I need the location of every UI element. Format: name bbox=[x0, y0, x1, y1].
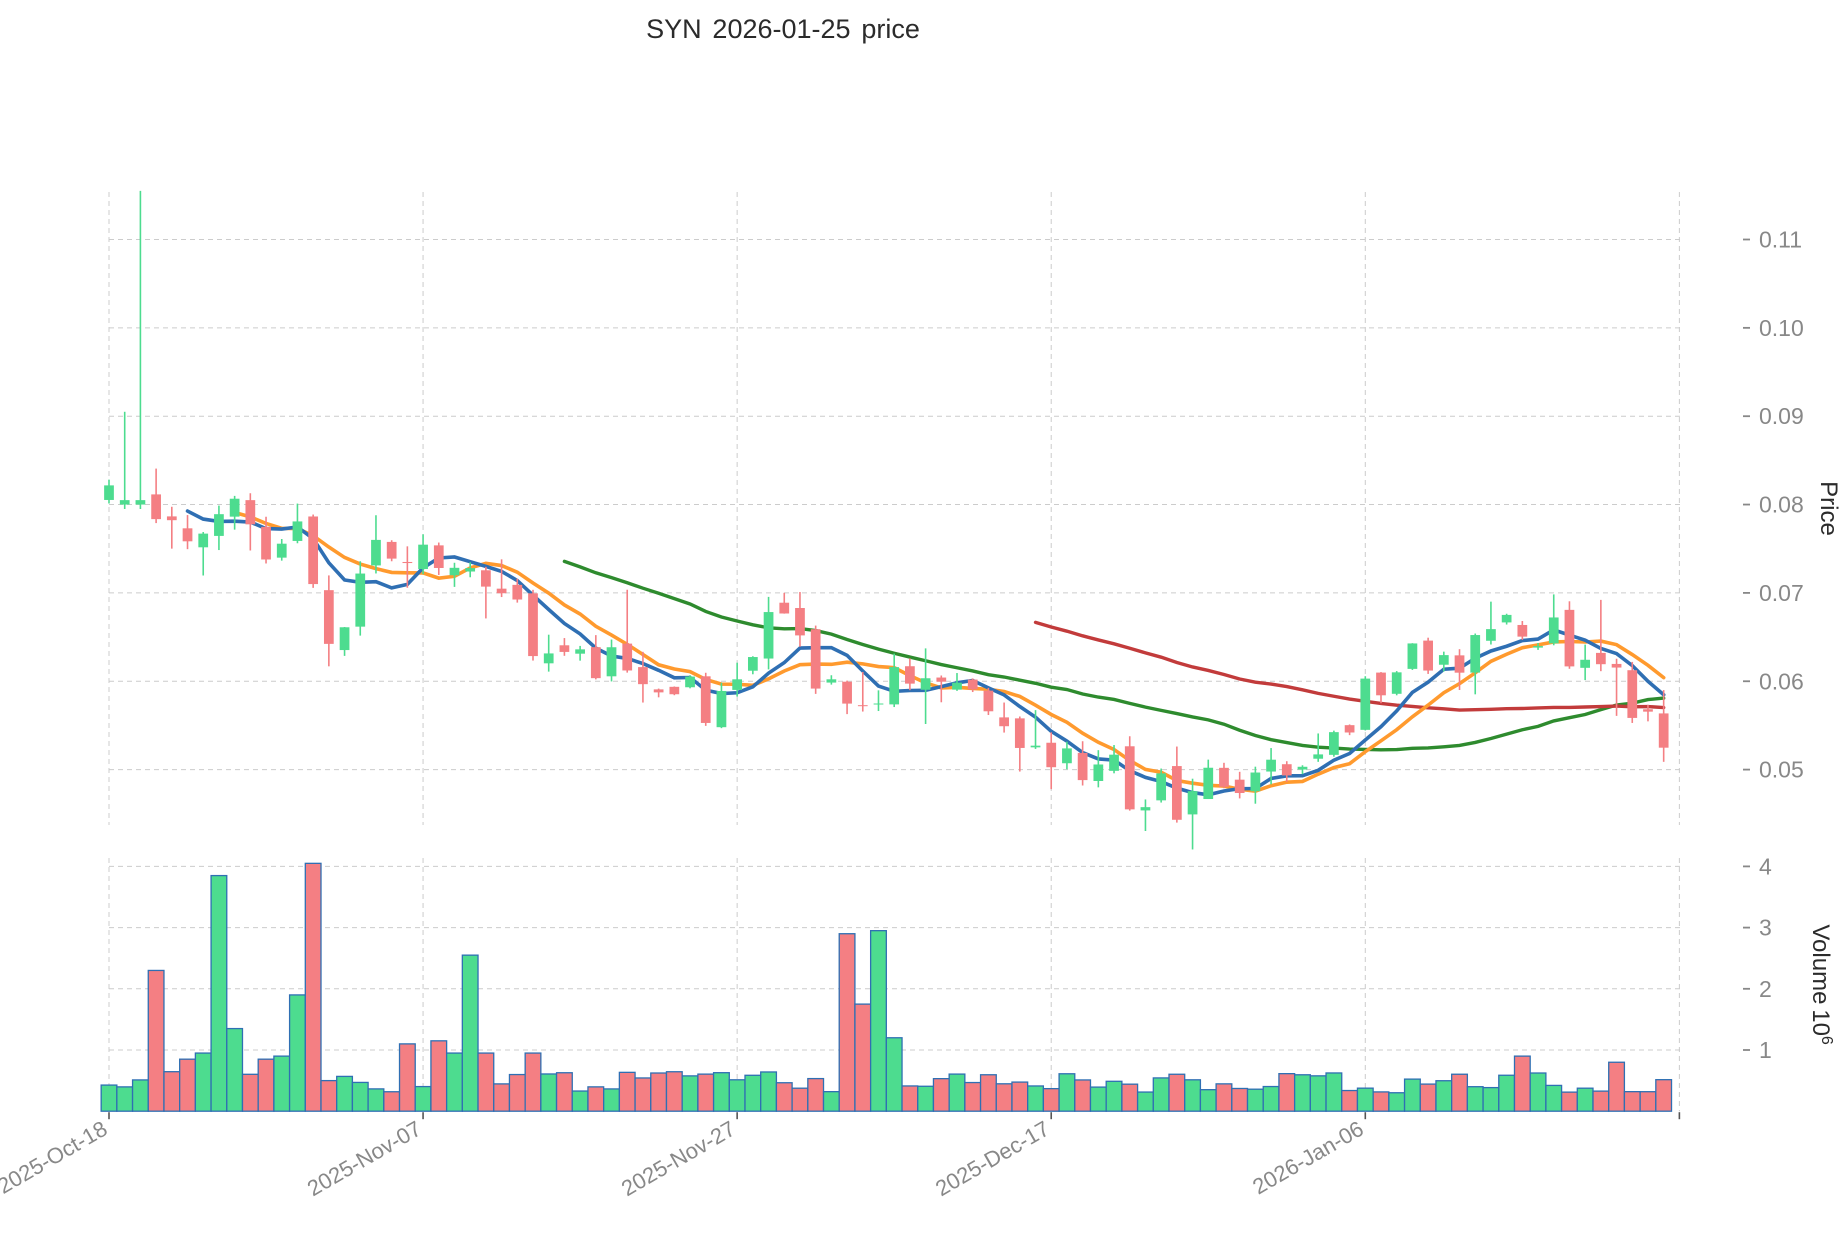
svg-text:0.07: 0.07 bbox=[1759, 580, 1804, 606]
svg-text:4: 4 bbox=[1759, 853, 1772, 879]
svg-text:3: 3 bbox=[1759, 915, 1772, 941]
svg-text:0.11: 0.11 bbox=[1759, 227, 1802, 253]
svg-text:2: 2 bbox=[1759, 976, 1772, 1002]
svg-text:1: 1 bbox=[1759, 1037, 1772, 1063]
svg-text:Volume 106: Volume 106 bbox=[1807, 924, 1835, 1045]
svg-text:Price: Price bbox=[1815, 481, 1842, 536]
svg-text:0.10: 0.10 bbox=[1759, 315, 1804, 341]
svg-text:0.05: 0.05 bbox=[1759, 757, 1804, 783]
svg-text:0.06: 0.06 bbox=[1759, 668, 1804, 694]
svg-text:SYN 2026-01-25 price: SYN 2026-01-25 price bbox=[646, 14, 920, 44]
svg-text:0.08: 0.08 bbox=[1759, 492, 1804, 518]
svg-text:0.09: 0.09 bbox=[1759, 403, 1804, 429]
